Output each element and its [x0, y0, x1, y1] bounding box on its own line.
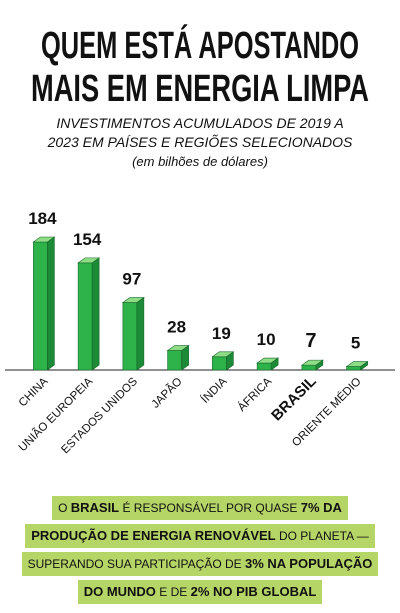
bar-top [345, 361, 369, 367]
bar-front [77, 262, 93, 371]
x-tick-label: ESTADOS UNIDOS [59, 375, 140, 456]
chart-title: QUEM ESTÁ APOSTANDO [41, 23, 359, 67]
value-label: 97 [122, 270, 141, 289]
bar-front [212, 356, 227, 371]
bar-front [301, 364, 317, 371]
bar-top [300, 359, 324, 366]
footer-text: BRASIL [70, 500, 120, 515]
x-tick-label: ÍNDIA [199, 375, 230, 406]
footer-text: É RESPONSÁVEL POR QUASE [119, 501, 301, 515]
bar [121, 296, 145, 371]
footer-text: DO MUNDO [83, 584, 156, 599]
value-label: 19 [212, 324, 231, 343]
subtitle: INVESTIMENTOS ACUMULADOS DE 2019 A [56, 115, 343, 131]
bar [256, 357, 280, 371]
bar [32, 236, 56, 371]
footer-text: 3% NA POPULAÇÃO [245, 556, 373, 571]
bar-front [256, 362, 272, 371]
value-label: 10 [257, 330, 276, 349]
footer-line: DO MUNDO E DE 2% NO PIB GLOBAL [77, 580, 323, 604]
bar-front [122, 302, 138, 371]
footer-text: 2% NO PIB GLOBAL [190, 584, 317, 599]
bar-top [77, 257, 101, 264]
bar [77, 257, 101, 371]
x-tick-label: CHINA [17, 375, 51, 409]
footer-text: PRODUÇÃO DE ENERGIA RENOVÁVEL [31, 528, 276, 543]
bar [211, 351, 235, 371]
footer-text: O [58, 501, 71, 515]
x-tick-label: ÁFRICA [235, 375, 274, 414]
chart: QUEM ESTÁ APOSTANDO MAIS EM ENERGIA LIMP… [5, 23, 395, 456]
bar [166, 344, 190, 371]
bar-top [256, 357, 280, 364]
footer: O BRASIL É RESPONSÁVEL POR QUASE 7% DA PR… [0, 494, 400, 606]
value-label: 184 [28, 209, 57, 228]
subtitle: (em bilhões de dólares) [132, 154, 268, 169]
footer-text: 7% DA [300, 500, 342, 515]
bar [345, 360, 369, 371]
footer-line: PRODUÇÃO DE ENERGIA RENOVÁVEL DO PLANETA… [25, 524, 375, 548]
bar-side [91, 257, 100, 371]
bar-side [136, 296, 145, 371]
footer-text: DO PLANETA — [275, 529, 369, 543]
value-label: 28 [167, 318, 186, 337]
bar-top [211, 351, 235, 358]
bar-side [47, 236, 55, 371]
bar-top [166, 345, 190, 351]
value-label: 7 [305, 330, 316, 352]
footer-text: SUPERANDO SUA PARTICIPAÇÃO DE [27, 557, 245, 571]
footer-line: O BRASIL É RESPONSÁVEL POR QUASE 7% DA [52, 496, 348, 520]
subtitle: 2023 EM PAÍSES E REGIÕES SELECIONADOS [47, 134, 353, 150]
bar [300, 359, 324, 371]
bar-front [346, 366, 361, 371]
x-tick-label: JAPÃO [149, 375, 185, 411]
bar-front [33, 241, 48, 371]
bar-top [32, 236, 56, 243]
x-tick-label: BRASIL [268, 373, 320, 425]
footer-line: SUPERANDO SUA PARTICIPAÇÃO DE 3% NA POPU… [21, 552, 379, 576]
value-label: 154 [73, 230, 102, 249]
footer-text: E DE [155, 585, 191, 599]
value-label: 5 [351, 334, 360, 353]
bar-top [121, 297, 145, 303]
chart-title: MAIS EM ENERGIA LIMPA [31, 68, 369, 110]
x-tick-label: UNIÃO EUROPEIA [16, 375, 95, 454]
bar-front [167, 350, 182, 371]
